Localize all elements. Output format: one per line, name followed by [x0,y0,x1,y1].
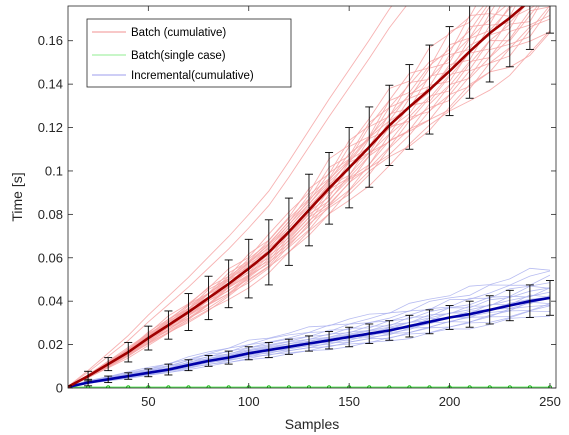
single-marker [306,385,311,388]
single-marker [166,385,171,388]
x-axis-label: Samples [285,416,339,432]
single-marker [206,385,211,388]
legend-box [86,18,292,88]
single-marker [387,385,392,388]
single-marker [106,385,111,388]
series-layer [68,6,554,388]
batch-trial-outlier [68,6,393,387]
single-marker [527,385,532,388]
y-tick-label: 0.14 [38,77,63,92]
x-tick-label: 200 [439,394,461,409]
plot-frame [67,5,557,389]
single-marker [367,385,372,388]
y-tick-label: 0 [56,381,63,396]
legend-label-incremental: Incremental(cumulative) [131,70,254,82]
x-tick-label: 50 [141,394,155,409]
single-marker [327,385,332,388]
ticks-layer: 50 100 150 200 250 0 0.02 0.04 0.06 0.08 0.1 0.12 0.… [38,6,561,409]
single-marker [126,385,131,388]
x-tick-label: 250 [539,394,561,409]
batch-trial-outlier [68,6,407,387]
legend-label-batch-cumulative: Batch (cumulative) [131,27,226,39]
single-marker [266,385,271,388]
x-tick-label: 150 [338,394,360,409]
single-marker [427,385,432,388]
y-tick-label: 0.02 [38,337,63,352]
legend: Batch (cumulative) Batch(single case) In… [86,18,292,88]
single-marker [407,385,412,388]
x-tick-label: 100 [238,394,260,409]
y-tick-label: 0.06 [38,250,63,265]
y-tick-label: 0.08 [38,207,63,222]
incremental-trial-line [68,267,551,387]
y-tick-label: 0.1 [45,163,63,178]
legend-label-batch-single: Batch(single case) [131,50,226,62]
single-marker [226,385,231,388]
single-marker [286,385,291,388]
single-marker [467,385,472,388]
y-tick-label: 0.16 [38,33,63,48]
y-tick-label: 0.04 [38,294,63,309]
y-axis-label: Time [s] [9,172,25,221]
single-marker [487,385,492,388]
single-marker [507,385,512,388]
y-tick-label: 0.12 [38,120,63,135]
single-marker [186,385,191,388]
